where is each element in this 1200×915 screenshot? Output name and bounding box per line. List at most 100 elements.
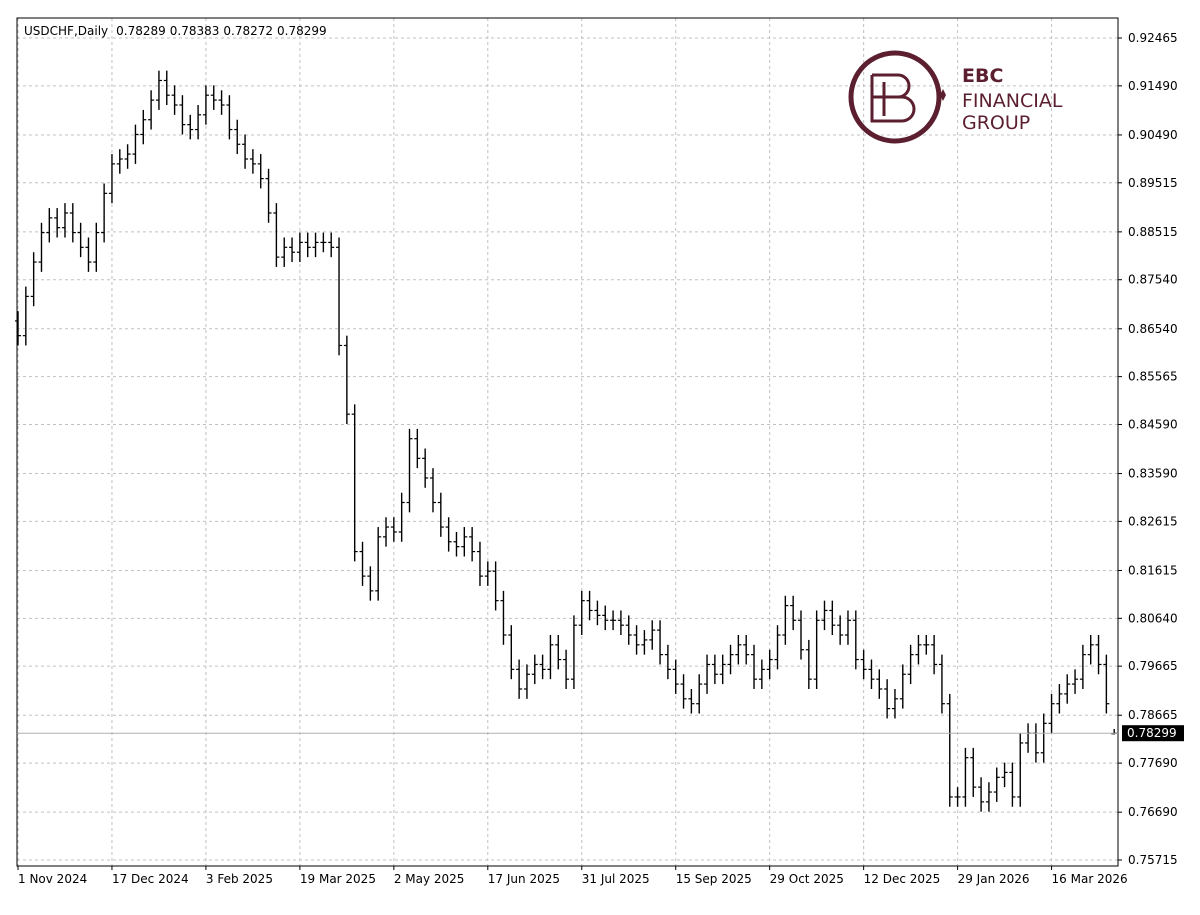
ohlc-bar [672, 659, 679, 694]
y-tick-label: 0.82615 [1128, 514, 1178, 528]
ohlc-bar [30, 252, 37, 307]
ohlc-bar [195, 105, 202, 140]
y-tick-label: 0.76690 [1128, 805, 1178, 819]
x-tick-label: 16 Mar 2026 [1052, 872, 1128, 886]
y-tick-label: 0.84590 [1128, 417, 1178, 431]
logo-star [934, 89, 952, 101]
ohlc-bar [751, 644, 758, 689]
logo: EBC FINANCIAL GROUP [848, 50, 1063, 144]
header-close: 0.78299 [277, 24, 327, 38]
x-tick-label: 15 Sep 2025 [676, 872, 752, 886]
ohlc-bar [375, 527, 382, 601]
ohlc-bar [931, 635, 938, 675]
ohlc-bar [923, 635, 930, 655]
ohlc-bar [970, 747, 977, 797]
ohlc-bar [476, 541, 483, 586]
ohlc-bar [281, 237, 288, 267]
y-tick-label: 0.90490 [1128, 128, 1178, 142]
ohlc-bar [77, 222, 84, 258]
y-tick-label: 0.85565 [1128, 370, 1178, 384]
ohlc-bar [868, 659, 875, 689]
x-tick-label: 1 Nov 2024 [18, 872, 87, 886]
ohlc-bar [602, 605, 609, 631]
x-tick-label: 17 Jun 2025 [488, 872, 560, 886]
logo-mark [870, 73, 916, 123]
ohlc-bar [422, 448, 429, 488]
ohlc-bar [907, 644, 914, 685]
ohlc-bar [570, 615, 577, 689]
ohlc-bar [343, 335, 350, 424]
ohlc-bar [1103, 654, 1110, 714]
ohlc-bar [563, 649, 570, 689]
ohlc-bar [289, 237, 296, 263]
ohlc-bar [148, 90, 155, 130]
ohlc-bar [938, 654, 945, 714]
ohlc-bar [437, 492, 444, 537]
x-tick-label: 31 Jul 2025 [582, 872, 650, 886]
ohlc-bar [727, 644, 734, 675]
ohlc-bar [108, 154, 115, 204]
bars [15, 70, 1118, 812]
ohlc-bar [523, 664, 530, 699]
y-tick-label: 0.78665 [1128, 708, 1178, 722]
logo-ring [848, 50, 942, 144]
x-tick-label: 2 May 2025 [394, 872, 465, 886]
ohlc-bar [273, 203, 280, 267]
ohlc-bar [85, 237, 92, 272]
y-tick-label: 0.81615 [1128, 563, 1178, 577]
header-low: 0.78272 [223, 24, 273, 38]
ohlc-bar [962, 747, 969, 807]
x-tick-label: 17 Dec 2024 [112, 872, 189, 886]
ohlc-bar [993, 767, 1000, 802]
ohlc-bar [445, 517, 452, 552]
ohlc-bar [461, 527, 468, 557]
header-high: 0.78383 [170, 24, 220, 38]
ohlc-bar [257, 154, 264, 189]
x-tick-label: 29 Oct 2025 [770, 872, 844, 886]
current-price-label: 0.78299 [1127, 726, 1177, 740]
ohlc-bar [985, 782, 992, 812]
current-price-box [1122, 725, 1184, 742]
ohlc-bar [453, 531, 460, 557]
ohlc-bar [978, 777, 985, 812]
ohlc-bar [492, 561, 499, 611]
ohlc-bar [1087, 635, 1094, 665]
ohlc-bar [210, 85, 217, 110]
y-tick-label: 0.80640 [1128, 611, 1178, 625]
ohlc-bar [821, 600, 828, 631]
ohlc-bar [743, 635, 750, 665]
ohlc-bar [1064, 674, 1071, 704]
plot-border [16, 17, 1119, 867]
ohlc-bar [594, 600, 601, 626]
ohlc-bar [414, 428, 421, 469]
ohlc-bar [38, 222, 45, 272]
ohlc-bar [101, 183, 108, 243]
ohlc-bar [641, 630, 648, 655]
ohlc-bar [844, 610, 851, 645]
ohlc-bar [1017, 733, 1024, 807]
ohlc-bar [946, 693, 953, 807]
ohlc-bar [140, 109, 147, 145]
ohlc-bar [531, 654, 538, 685]
ohlc-bar [774, 625, 781, 670]
ohlc-bar [1048, 693, 1055, 734]
ohlc-bar [805, 639, 812, 689]
y-tick-label: 0.87540 [1128, 273, 1178, 287]
ohlc-bar [1056, 684, 1063, 714]
ohlc-bar [116, 149, 123, 174]
ohlc-bar [54, 208, 61, 238]
ohlc-bar [398, 492, 405, 542]
ohlc-bar [93, 222, 100, 272]
ohlc-bar [547, 635, 554, 680]
ohlc-bar [359, 541, 366, 586]
ohlc-bar [766, 649, 773, 680]
x-tick-label: 3 Feb 2025 [206, 872, 273, 886]
ohlc-bar [891, 688, 898, 719]
ohlc-bar [61, 203, 68, 238]
ohlc-bar [586, 590, 593, 621]
ohlc-bar [406, 428, 413, 513]
ohlc-bar [688, 688, 695, 714]
ohlc-bar [367, 566, 374, 601]
logo-text: EBC [962, 65, 1003, 87]
